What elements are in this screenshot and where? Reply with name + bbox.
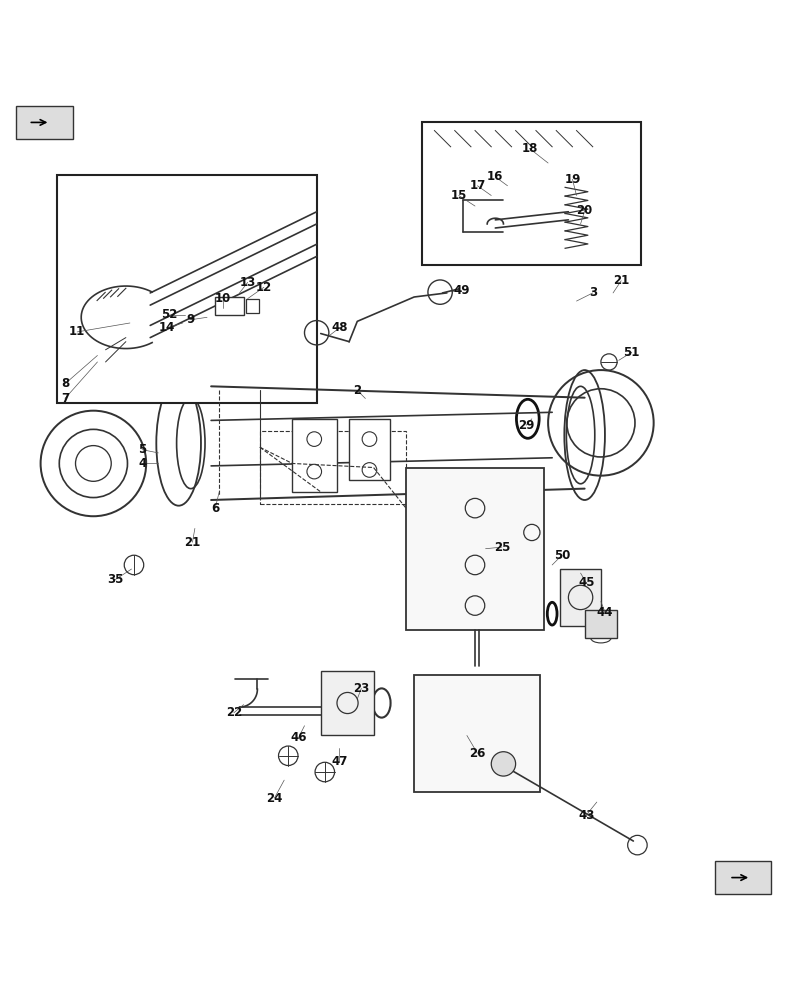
Bar	[560, 569, 600, 626]
Text: 19: 19	[564, 173, 580, 186]
Text: 50: 50	[553, 549, 569, 562]
Text: 7: 7	[61, 392, 69, 405]
Bar	[584, 610, 616, 638]
Text: 51: 51	[623, 346, 639, 359]
Text: 43: 43	[577, 809, 594, 822]
Text: 17: 17	[469, 179, 485, 192]
Bar	[714, 861, 770, 894]
Text: 21: 21	[612, 274, 629, 287]
Text: 35: 35	[107, 573, 123, 586]
Bar	[260, 431, 406, 504]
Text: 25: 25	[493, 541, 509, 554]
Text: 22: 22	[225, 706, 242, 719]
Text: 20: 20	[576, 204, 592, 217]
Text: 45: 45	[577, 576, 594, 589]
Circle shape	[491, 752, 515, 776]
Text: 47: 47	[331, 755, 347, 768]
Text: 3: 3	[588, 286, 596, 299]
Text: 16: 16	[487, 170, 503, 183]
Text: 13: 13	[239, 276, 255, 289]
Text: 12: 12	[255, 281, 272, 294]
Bar	[246, 299, 259, 313]
Text: 44: 44	[596, 606, 612, 619]
Text: 29: 29	[517, 419, 534, 432]
Bar	[422, 122, 641, 265]
Text: 21: 21	[184, 536, 200, 549]
Text: 23: 23	[353, 682, 369, 695]
Text: 4: 4	[138, 457, 146, 470]
Text: 24: 24	[266, 792, 282, 805]
Bar	[292, 419, 337, 492]
Bar	[349, 419, 389, 480]
Text: 46: 46	[290, 731, 307, 744]
Text: 6: 6	[211, 502, 219, 515]
Text: 11: 11	[69, 325, 85, 338]
Text: 8: 8	[61, 377, 69, 390]
Bar	[414, 675, 539, 792]
Text: 49: 49	[453, 284, 469, 297]
Text: 18: 18	[521, 142, 537, 155]
Text: 14: 14	[158, 321, 174, 334]
Text: 48: 48	[331, 321, 347, 334]
Text: 52: 52	[161, 308, 177, 321]
Text: 10: 10	[215, 292, 231, 305]
Text: 5: 5	[138, 443, 146, 456]
Bar	[215, 297, 243, 315]
Text: 9: 9	[187, 313, 195, 326]
Text: 2: 2	[353, 384, 361, 397]
Bar	[57, 175, 316, 403]
Bar	[16, 106, 73, 139]
Bar	[320, 671, 373, 735]
Bar	[406, 468, 543, 630]
Text: 26: 26	[469, 747, 485, 760]
Text: 15: 15	[450, 189, 466, 202]
